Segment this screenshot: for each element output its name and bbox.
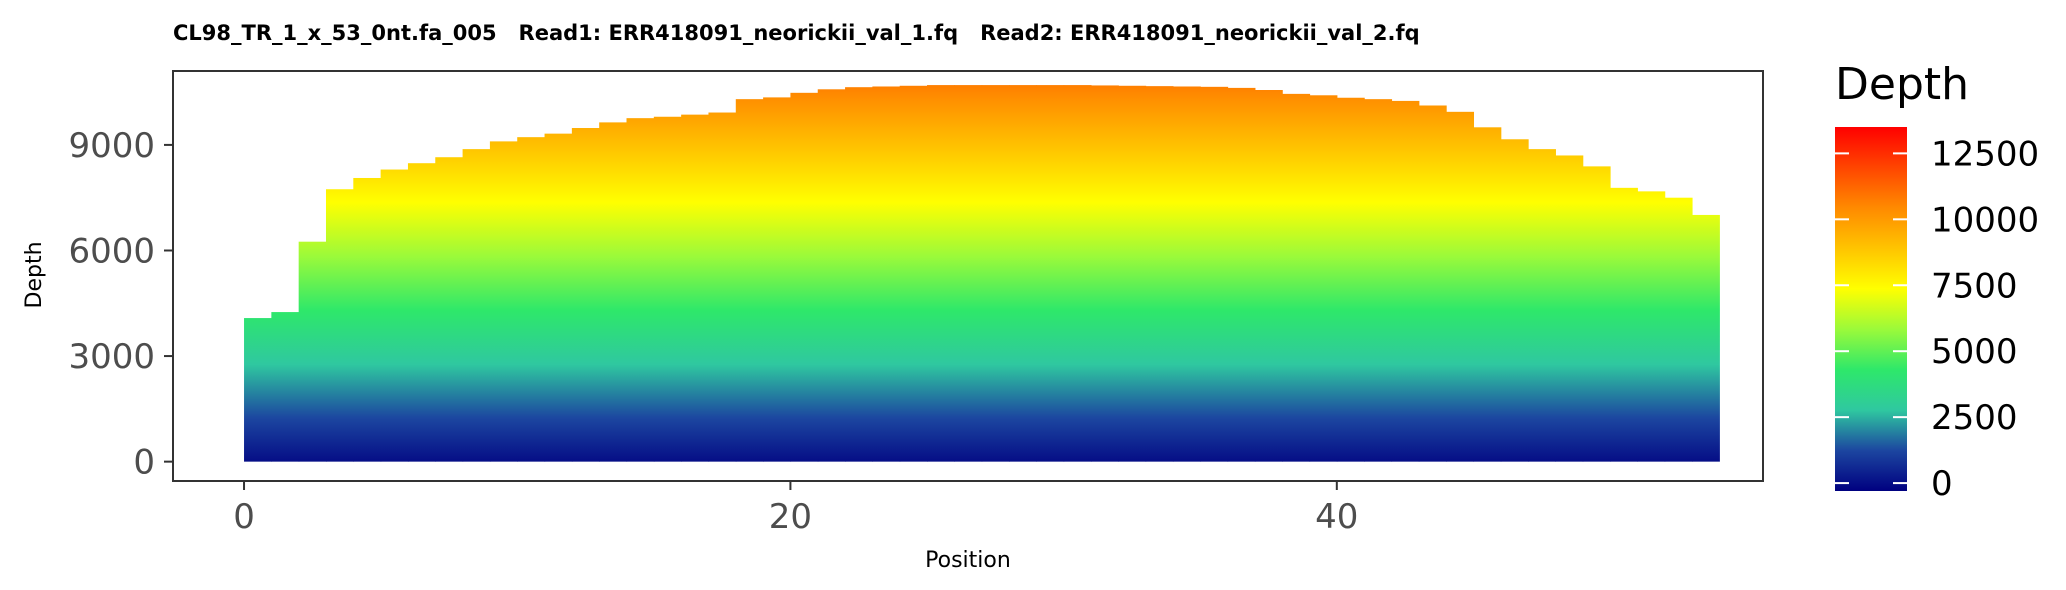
depth-bar	[1063, 85, 1092, 462]
depth-bar	[1282, 93, 1311, 462]
depth-bar	[1637, 191, 1666, 462]
depth-bar	[1145, 86, 1174, 462]
y-tick-label: 3000	[68, 337, 155, 377]
depth-bar	[899, 85, 928, 462]
depth-bar	[1418, 105, 1447, 462]
depth-bar	[1610, 187, 1638, 462]
legend-title: Depth	[1835, 59, 1969, 110]
depth-bar	[435, 157, 464, 462]
depth-bar	[599, 122, 628, 462]
depth-bar	[1200, 86, 1229, 462]
depth-bar	[1172, 86, 1201, 462]
depth-bar	[1254, 90, 1283, 462]
depth-bar	[271, 312, 300, 462]
depth-bar	[517, 137, 546, 462]
depth-bar	[1473, 127, 1502, 462]
depth-bar	[1309, 95, 1338, 462]
depth-bar	[1446, 111, 1475, 462]
legend-label: 10000	[1931, 200, 2039, 240]
plot-panel: 0 20 40 0 3000 6000 9000	[68, 70, 1764, 537]
depth-bar	[571, 128, 600, 462]
chart-title: CL98_TR_1_x_53_0nt.fa_005 Read1: ERR4180…	[173, 21, 1420, 45]
depth-bar	[1500, 139, 1529, 462]
depth-bar	[1090, 85, 1119, 462]
color-legend: 0 2500 5000 7500 10000 12500	[1835, 127, 2039, 504]
depth-bar	[325, 189, 354, 462]
depth-bar	[244, 318, 272, 462]
depth-bar	[626, 118, 655, 462]
legend-colorbar	[1835, 127, 1907, 491]
y-tick-label: 9000	[68, 126, 155, 166]
depth-bar	[380, 169, 409, 462]
depth-bar	[708, 112, 737, 462]
panel-border	[172, 70, 1764, 482]
depth-bar	[763, 97, 792, 462]
depth-bar	[298, 241, 327, 462]
depth-bar	[1336, 97, 1365, 462]
y-tick-label: 6000	[68, 231, 155, 271]
legend-label: 0	[1931, 464, 1953, 504]
legend-label: 2500	[1931, 398, 2018, 438]
x-axis-title: Position	[925, 548, 1011, 573]
x-tick-label: 40	[1315, 497, 1358, 537]
depth-bar	[353, 177, 382, 462]
depth-bar	[872, 86, 901, 462]
depth-bar	[790, 92, 819, 462]
depth-bar	[1036, 85, 1065, 462]
y-tick-label: 0	[133, 443, 155, 483]
depth-bar	[1691, 214, 1720, 462]
depth-bar	[1008, 85, 1037, 462]
y-axis-title: Depth	[22, 241, 47, 308]
depth-bar	[1227, 87, 1256, 462]
depth-bar	[489, 141, 518, 462]
legend-label: 5000	[1931, 332, 2018, 372]
depth-bar	[1582, 166, 1611, 462]
depth-bar	[981, 85, 1010, 462]
depth-bar	[927, 85, 955, 462]
x-tick-label: 20	[769, 497, 812, 537]
depth-bar	[735, 99, 764, 462]
depth-bar	[1391, 100, 1420, 462]
depth-bar	[653, 116, 682, 462]
x-tick-label: 0	[233, 497, 255, 537]
depth-bar	[845, 87, 873, 462]
depth-bar	[407, 163, 436, 462]
depth-bar	[462, 149, 491, 462]
legend-label: 12500	[1931, 134, 2039, 174]
depth-bar	[1555, 155, 1584, 462]
depth-bar	[954, 85, 983, 462]
depth-bar	[1664, 197, 1693, 462]
depth-bar	[1528, 149, 1556, 462]
legend-label: 7500	[1931, 266, 2018, 306]
depth-bar	[544, 133, 573, 462]
depth-bar	[681, 114, 710, 462]
depth-bar	[1364, 99, 1393, 462]
depth-bar	[1118, 85, 1147, 462]
depth-bar	[817, 89, 846, 462]
